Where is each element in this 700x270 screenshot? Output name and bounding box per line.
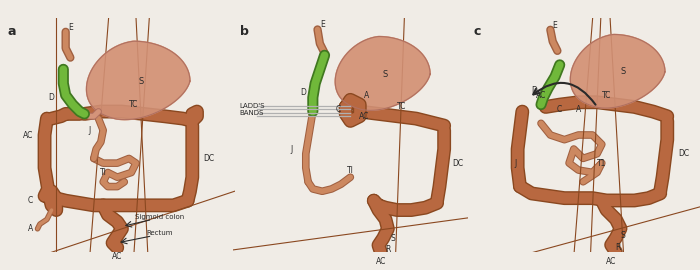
Text: J: J <box>88 126 90 135</box>
Text: c: c <box>473 25 481 38</box>
Text: AC: AC <box>606 257 616 266</box>
Polygon shape <box>570 35 665 108</box>
Text: a: a <box>7 25 15 38</box>
Text: AC: AC <box>23 130 34 140</box>
Text: S: S <box>138 77 144 86</box>
Text: A: A <box>364 91 370 100</box>
Text: TI: TI <box>347 166 354 175</box>
Text: b: b <box>240 25 249 38</box>
Text: S: S <box>620 68 626 76</box>
Text: S: S <box>620 231 625 240</box>
Text: A: A <box>576 105 581 114</box>
Text: AC: AC <box>112 252 122 261</box>
Text: D: D <box>531 86 537 95</box>
Polygon shape <box>335 36 430 110</box>
Polygon shape <box>87 41 190 120</box>
Text: AC: AC <box>536 91 546 100</box>
Text: C: C <box>557 105 562 114</box>
Text: Sigmoid colon: Sigmoid colon <box>135 214 184 220</box>
Text: A: A <box>28 224 33 233</box>
Polygon shape <box>570 35 665 108</box>
Text: C: C <box>336 105 342 114</box>
Text: J: J <box>290 144 293 154</box>
Text: Rectum: Rectum <box>146 231 173 237</box>
Text: LADD'S
BANDS: LADD'S BANDS <box>239 103 265 116</box>
Text: T1: T1 <box>597 158 606 168</box>
Text: S: S <box>383 70 388 79</box>
Text: R: R <box>615 243 621 252</box>
Text: E: E <box>553 21 557 30</box>
Text: C: C <box>28 196 33 205</box>
Text: TC: TC <box>129 100 139 109</box>
Text: J: J <box>514 158 517 168</box>
Text: AC: AC <box>376 257 386 266</box>
Text: TI: TI <box>99 168 106 177</box>
Text: DC: DC <box>453 159 464 168</box>
Text: E: E <box>320 20 325 29</box>
Text: E: E <box>68 23 73 32</box>
Text: TC: TC <box>398 102 407 111</box>
Text: DC: DC <box>203 154 214 163</box>
Text: S: S <box>390 234 395 243</box>
Text: DC: DC <box>678 149 690 158</box>
Text: AC: AC <box>359 112 370 121</box>
Text: TC: TC <box>602 91 611 100</box>
Polygon shape <box>87 41 190 120</box>
Text: D: D <box>49 93 55 102</box>
Text: D: D <box>300 88 307 97</box>
Text: R: R <box>385 245 391 254</box>
Polygon shape <box>335 36 430 110</box>
